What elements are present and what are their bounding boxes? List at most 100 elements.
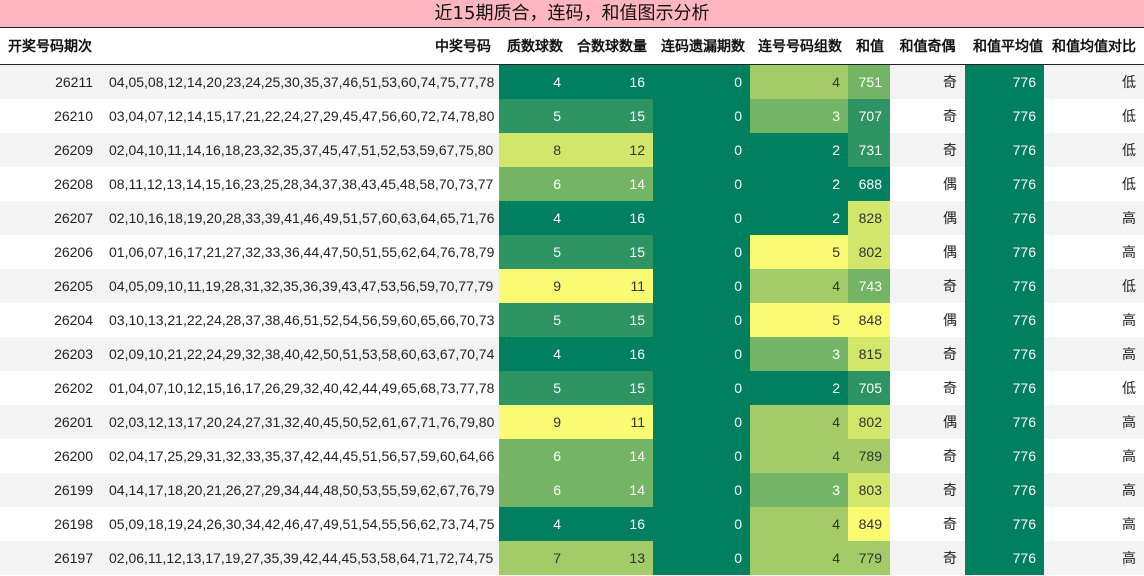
table-row: 26199 04,14,17,18,20,21,26,27,29,34,44,48… bbox=[0, 473, 1144, 507]
cell-period: 26208 bbox=[0, 167, 101, 201]
table-row: 26209 02,04,10,11,14,16,18,23,32,35,37,45… bbox=[0, 133, 1144, 167]
cell-avg: 776 bbox=[965, 235, 1044, 269]
cell-parity: 偶 bbox=[890, 405, 965, 439]
cell-cmp: 高 bbox=[1044, 473, 1144, 507]
cell-avg: 776 bbox=[965, 405, 1044, 439]
cell-numbers: 04,05,08,12,14,20,23,24,25,30,35,37,46,5… bbox=[101, 64, 499, 99]
table-row: 26211 04,05,08,12,14,20,23,24,25,30,35,37… bbox=[0, 64, 1144, 99]
cell-gap: 0 bbox=[653, 235, 750, 269]
cell-composites: 11 bbox=[569, 405, 653, 439]
table-row: 26208 08,11,12,13,14,15,16,23,25,28,34,37… bbox=[0, 167, 1144, 201]
cell-parity: 奇 bbox=[890, 507, 965, 541]
cell-parity: 奇 bbox=[890, 99, 965, 133]
cell-numbers: 01,04,07,10,12,15,16,17,26,29,32,40,42,4… bbox=[101, 371, 499, 405]
cell-cmp: 高 bbox=[1044, 507, 1144, 541]
cell-groups: 3 bbox=[750, 337, 848, 371]
cell-period: 26199 bbox=[0, 473, 101, 507]
cell-composites: 16 bbox=[569, 337, 653, 371]
cell-sum: 688 bbox=[848, 167, 890, 201]
table-row: 26210 03,04,07,12,14,15,17,21,22,24,27,29… bbox=[0, 99, 1144, 133]
cell-avg: 776 bbox=[965, 303, 1044, 337]
cell-cmp: 低 bbox=[1044, 133, 1144, 167]
cell-sum: 803 bbox=[848, 473, 890, 507]
cell-groups: 3 bbox=[750, 473, 848, 507]
header-cmp: 和值均值对比 bbox=[1044, 28, 1144, 65]
header-parity: 和值奇偶 bbox=[890, 28, 965, 65]
cell-numbers: 01,06,07,16,17,21,27,32,33,36,44,47,50,5… bbox=[101, 235, 499, 269]
cell-groups: 4 bbox=[750, 64, 848, 99]
cell-primes: 5 bbox=[499, 371, 569, 405]
cell-numbers: 02,09,10,21,22,24,29,32,38,40,42,50,51,5… bbox=[101, 337, 499, 371]
cell-primes: 5 bbox=[499, 99, 569, 133]
cell-period: 26207 bbox=[0, 201, 101, 235]
cell-parity: 偶 bbox=[890, 303, 965, 337]
cell-primes: 7 bbox=[499, 541, 569, 575]
cell-cmp: 低 bbox=[1044, 64, 1144, 99]
header-numbers: 中奖号码 bbox=[101, 28, 499, 65]
cell-cmp: 高 bbox=[1044, 201, 1144, 235]
cell-primes: 5 bbox=[499, 235, 569, 269]
cell-sum: 707 bbox=[848, 99, 890, 133]
cell-numbers: 02,04,17,25,29,31,32,33,35,37,42,44,45,5… bbox=[101, 439, 499, 473]
cell-period: 26201 bbox=[0, 405, 101, 439]
cell-composites: 13 bbox=[569, 541, 653, 575]
cell-composites: 14 bbox=[569, 439, 653, 473]
cell-numbers: 02,06,11,12,13,17,19,27,35,39,42,44,45,5… bbox=[101, 541, 499, 575]
cell-sum: 828 bbox=[848, 201, 890, 235]
cell-numbers: 08,11,12,13,14,15,16,23,25,28,34,37,38,4… bbox=[101, 167, 499, 201]
cell-numbers: 04,05,09,10,11,19,28,31,32,35,36,39,43,4… bbox=[101, 269, 499, 303]
cell-cmp: 高 bbox=[1044, 405, 1144, 439]
cell-gap: 0 bbox=[653, 371, 750, 405]
cell-avg: 776 bbox=[965, 167, 1044, 201]
cell-parity: 奇 bbox=[890, 541, 965, 575]
cell-composites: 12 bbox=[569, 133, 653, 167]
table-row: 26206 01,06,07,16,17,21,27,32,33,36,44,47… bbox=[0, 235, 1144, 269]
cell-groups: 4 bbox=[750, 405, 848, 439]
cell-composites: 15 bbox=[569, 371, 653, 405]
cell-period: 26202 bbox=[0, 371, 101, 405]
cell-parity: 奇 bbox=[890, 439, 965, 473]
cell-primes: 9 bbox=[499, 269, 569, 303]
cell-gap: 0 bbox=[653, 507, 750, 541]
cell-gap: 0 bbox=[653, 201, 750, 235]
cell-sum: 779 bbox=[848, 541, 890, 575]
cell-avg: 776 bbox=[965, 337, 1044, 371]
cell-period: 26205 bbox=[0, 269, 101, 303]
cell-avg: 776 bbox=[965, 473, 1044, 507]
cell-period: 26198 bbox=[0, 507, 101, 541]
cell-parity: 奇 bbox=[890, 337, 965, 371]
cell-groups: 2 bbox=[750, 133, 848, 167]
cell-cmp: 低 bbox=[1044, 99, 1144, 133]
cell-numbers: 05,09,18,19,24,26,30,34,42,46,47,49,51,5… bbox=[101, 507, 499, 541]
table-row: 26203 02,09,10,21,22,24,29,32,38,40,42,50… bbox=[0, 337, 1144, 371]
cell-parity: 偶 bbox=[890, 167, 965, 201]
header-sum: 和值 bbox=[848, 28, 890, 65]
cell-avg: 776 bbox=[965, 269, 1044, 303]
cell-gap: 0 bbox=[653, 303, 750, 337]
cell-groups: 3 bbox=[750, 99, 848, 133]
chart-title: 近15期质合，连码，和值图示分析 bbox=[0, 0, 1144, 28]
cell-primes: 4 bbox=[499, 64, 569, 99]
cell-sum: 815 bbox=[848, 337, 890, 371]
table-body: 2 6 2 11 04,05,08,12,14,20,23,24,25,30,35,37… bbox=[0, 64, 1144, 575]
cell-composites: 16 bbox=[569, 64, 653, 99]
cell-primes: 8 bbox=[499, 133, 569, 167]
cell-primes: 4 bbox=[499, 201, 569, 235]
cell-composites: 15 bbox=[569, 303, 653, 337]
cell-gap: 0 bbox=[653, 405, 750, 439]
cell-groups: 4 bbox=[750, 439, 848, 473]
header-groups: 连号号码组数 bbox=[750, 28, 848, 65]
cell-groups: 2 bbox=[750, 371, 848, 405]
table-row: 26202 01,04,07,10,12,15,16,17,26,29,32,40… bbox=[0, 371, 1144, 405]
cell-primes: 6 bbox=[499, 167, 569, 201]
cell-avg: 776 bbox=[965, 201, 1044, 235]
cell-groups: 4 bbox=[750, 269, 848, 303]
cell-cmp: 低 bbox=[1044, 269, 1144, 303]
cell-gap: 0 bbox=[653, 439, 750, 473]
cell-gap: 0 bbox=[653, 64, 750, 99]
table-row: 26198 05,09,18,19,24,26,30,34,42,46,47,49… bbox=[0, 507, 1144, 541]
cell-gap: 0 bbox=[653, 269, 750, 303]
cell-cmp: 高 bbox=[1044, 235, 1144, 269]
analysis-table: 开奖号码期次 中奖号码 质数球数 合数球数量 连码遗漏期数 连号号码组数 和值 … bbox=[0, 28, 1144, 575]
